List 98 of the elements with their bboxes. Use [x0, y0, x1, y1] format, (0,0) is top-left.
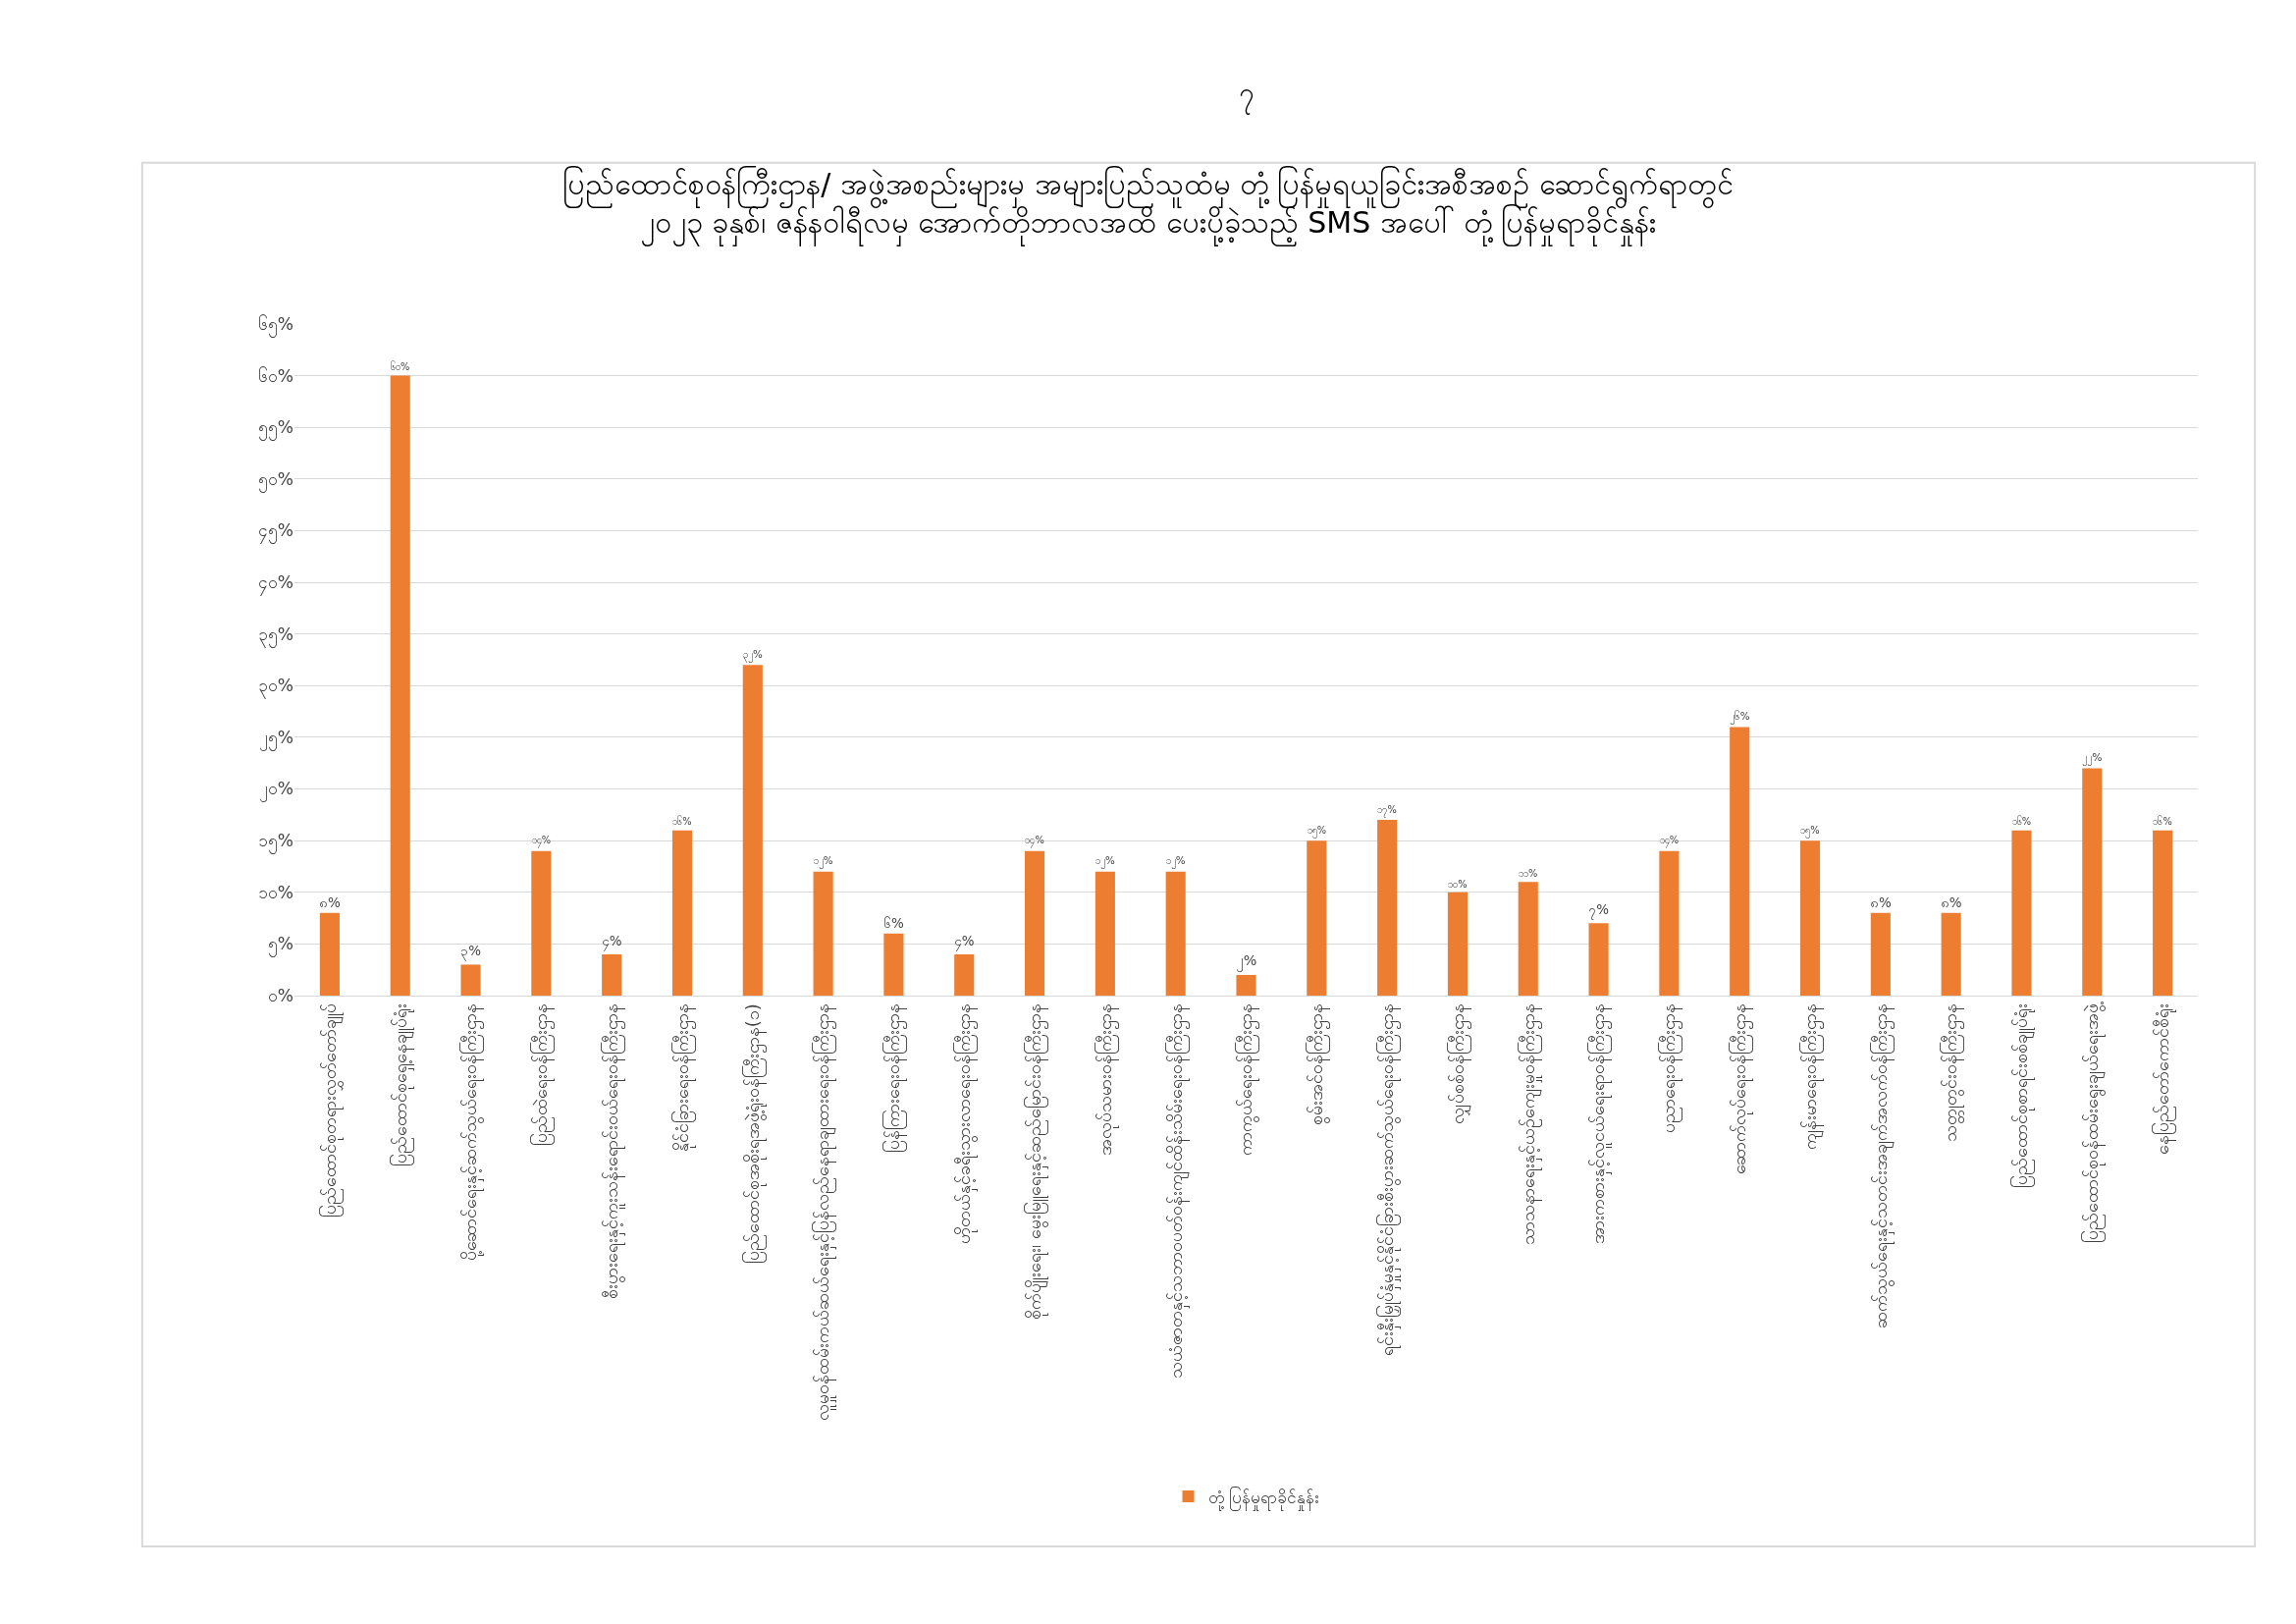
- y-tick-label: ၅၅%: [257, 417, 294, 442]
- data-label: ၁၇%: [1377, 803, 1397, 818]
- bar: [1447, 892, 1468, 996]
- data-label: ၁၆%: [2153, 815, 2172, 828]
- x-tick-label: ကျန်းမာရေးဝန်ကြီးဌာန: [1798, 1003, 1824, 1151]
- x-tick-label: ပညာရေးဝန်ကြီးဌာန: [1658, 1003, 1683, 1134]
- y-tick-label: ၂၅%: [258, 727, 294, 751]
- x-tick-label: စီးပွားရေးနှင့်ကူးသန်းရောင်းဝယ်ရေးဝန်ကြီးဌာန: [601, 1003, 626, 1300]
- y-tick-label: ၃၅%: [257, 623, 294, 648]
- bar: [1165, 871, 1186, 996]
- y-tick-label: ၄၀%: [257, 572, 294, 597]
- bar: [742, 665, 763, 996]
- x-tick-label: ရင်းနှီးမြှုပ်နှံမှုနှင့်နိုင်ငံခြားစီးပွားဆက်သွယ်ရေးဝန်ကြီးဌာန: [1375, 1003, 1401, 1357]
- y-tick-label: ၀%: [267, 985, 294, 1005]
- x-tick-label: ကာကွယ်ရေးဝန်ကြီးဌာန: [1235, 1003, 1260, 1157]
- y-tick-label: ၆၀%: [257, 365, 294, 386]
- data-label: ၆%: [883, 915, 905, 931]
- data-label: ၁၄%: [1025, 835, 1044, 849]
- data-label: ၄%: [953, 933, 975, 951]
- y-tick-label: ၁၅%: [257, 831, 294, 855]
- bar: [319, 912, 340, 996]
- bar: [2011, 830, 2032, 996]
- data-label: ၃၂%: [742, 647, 763, 663]
- bar: [954, 953, 975, 996]
- data-label: ၂%: [1235, 952, 1257, 973]
- data-label: ၁၅%: [1800, 824, 1820, 839]
- x-tick-label: ပြည်ထောင်စုစာရင်းစစ်ချုပ်ရုံး: [2010, 1003, 2036, 1189]
- bar: [1870, 912, 1891, 996]
- data-label: ၁၂%: [813, 854, 833, 870]
- chart-title: ပြည်ထောင်စုဝန်ကြီးဌာန/ အဖွဲ့အစည်းများမှ အများပြည်သူထံမှ တုံ့ပြန်မှုရယူခြင်းအစီအစဉ် ဆောင်ရွက်ရာတွင် ၂၀၂၃ ခုနှစ်၊ ဇန်နဝါရီလမှ အောက်တိုဘာလအထိ ပေးပို့ခဲ့သည့် SMS အပေါ် တုံ့ပြန်မှုရာခိုင်နှုန်း: [562, 166, 1734, 247]
- data-label: ၂၂%: [2082, 750, 2103, 766]
- data-label: ၁၀%: [1448, 878, 1468, 890]
- bar: [1025, 850, 1045, 996]
- y-tick-label: ၁၀%: [257, 882, 294, 902]
- text: ၇: [1239, 77, 1255, 115]
- y-tick-label: ၅%: [267, 934, 294, 958]
- x-tick-label: အလုပ်သမားဝန်ကြီးဌာန: [1094, 1003, 1119, 1157]
- x-tick-label: ပို့ဆောင်ရေးနှင့်ဆက်သွယ်ရေးဝန်ကြီးဌာန: [459, 1003, 485, 1262]
- x-tick-label: ပြည်ထောင်စုရှေ့နေချုပ်ရုံး: [389, 1003, 414, 1167]
- data-label: ၁၄%: [1659, 835, 1680, 849]
- x-tick-label: သတ္တုတွင်းဝန်ကြီးဌာန: [1940, 1003, 1965, 1143]
- data-label: ၁၆%: [672, 815, 692, 828]
- bar: [390, 375, 410, 996]
- x-tick-label: ဆောက်လုပ်ရေးဝန်ကြီးဌာန: [1729, 1003, 1754, 1175]
- data-label: ၆၀%: [391, 360, 410, 373]
- bar: [1307, 840, 1327, 996]
- bar: [1518, 882, 1538, 996]
- data-label: ၁၂%: [1095, 854, 1115, 870]
- x-tick-label: ပြည်ထဲရေးဝန်ကြီးဌာန: [530, 1003, 556, 1147]
- y-tick-label: ၂၀%: [258, 779, 294, 803]
- x-tick-label: နေပြည်တော်ကောင်စီရုံး: [2151, 1003, 2176, 1156]
- bar: [602, 953, 622, 996]
- bar: [1236, 974, 1256, 996]
- bar: [531, 850, 552, 996]
- x-tick-label: အားကစားနှင့်လူငယ်ရေးရာဝန်ကြီးဌာန: [1587, 1003, 1613, 1245]
- data-label: ၁၁%: [1519, 868, 1538, 880]
- x-tick-label: သယံဇာတနှင့်သဘာဝပတ်ဝန်းကျင်ထိန်းသိမ်းရေးဝန်ကြီးဌာန: [1164, 1003, 1190, 1380]
- x-tick-label: သာသနာရေးနှင့်ယဉ်ကျေးမှုဝန်ကြီးဌာန: [1517, 1003, 1542, 1246]
- data-label: ၁၂%: [1165, 854, 1186, 870]
- y-tick-label: ၆၅%: [257, 313, 294, 338]
- legend-label: တုံ့ပြန်မှုရာခိုင်နှုန်း: [1207, 1486, 1319, 1511]
- x-tick-label: ဆက်သွယ်ရေးနှင့်သတင်းအချက်အလက်ဝန်ကြီးဌာန: [1869, 1003, 1895, 1329]
- x-tick-label: ပြန်ကြားရေးဝန်ကြီးဌာန: [882, 1003, 908, 1154]
- data-label: ၈%: [1869, 894, 1892, 910]
- x-tick-label: စိုက်ပျိုးရေး၊ မွေးမြူရေးနှင့်ဆည်မြောင်းဝန်ကြီးဌာန: [1023, 1003, 1048, 1320]
- bar: [1377, 820, 1398, 996]
- data-label: ၇%: [1588, 902, 1610, 921]
- x-tick-label: လျှပ်စစ်ဝန်ကြီးဌာန: [1446, 1003, 1471, 1125]
- bar: [1659, 850, 1680, 996]
- data-label: ၃%: [460, 944, 482, 962]
- y-tick-label: ၃၀%: [257, 676, 294, 700]
- bar: [1588, 923, 1609, 996]
- bar: [2082, 768, 2103, 996]
- data-label: ၁၆%: [2011, 815, 2032, 828]
- data-label: ၄%: [601, 933, 622, 951]
- x-tick-label: ပြည်ထောင်စုအစိုးရအဖွဲ့ရုံးဝန်ကြီးဌာန(၁): [741, 1003, 767, 1265]
- x-tick-label: စွမ်းအင်ဝန်ကြီးဌာန: [1306, 1003, 1331, 1126]
- x-tick-label: ပြည်ထောင်စုဝန်ထမ်းရွေးချယ်ရေးအဖွဲ့: [2081, 1001, 2107, 1244]
- y-tick-label: ၅၀%: [257, 468, 294, 493]
- bar: [2153, 830, 2173, 996]
- x-tick-label: ဟိုတယ်နှင့်ခရီးသွားလာရေးဝန်ကြီးဌာန: [953, 1003, 979, 1245]
- data-label: ၂၆%: [1729, 709, 1750, 725]
- x-tick-label: ပြည်ထောင်စုတရားလွှတ်တော်ချုပ်: [318, 1003, 344, 1218]
- x-tick-label: နိုင်ငံခြားရေးဝန်ကြီးဌာန: [670, 1003, 696, 1153]
- bar: [813, 871, 833, 996]
- x-tick-label: လူမှုဝန်ထမ်းကယ်ဆယ်ရေးနှင့်ပြန်လည်နေရာချထားရေးဝန်ကြီးဌာန: [812, 1003, 837, 1422]
- bar: [671, 830, 693, 996]
- bar: [883, 933, 904, 996]
- data-label: ၁၅%: [1307, 824, 1326, 839]
- data-label: ၁၄%: [531, 835, 552, 849]
- data-label: ၈%: [319, 894, 342, 910]
- data-label: ၈%: [1940, 894, 1962, 910]
- bar: [1799, 840, 1821, 996]
- y-tick-label: ၄၅%: [257, 520, 294, 545]
- bar: [1730, 727, 1750, 996]
- bar: [1941, 912, 1961, 996]
- bar: [1095, 871, 1115, 996]
- bar: [460, 964, 481, 996]
